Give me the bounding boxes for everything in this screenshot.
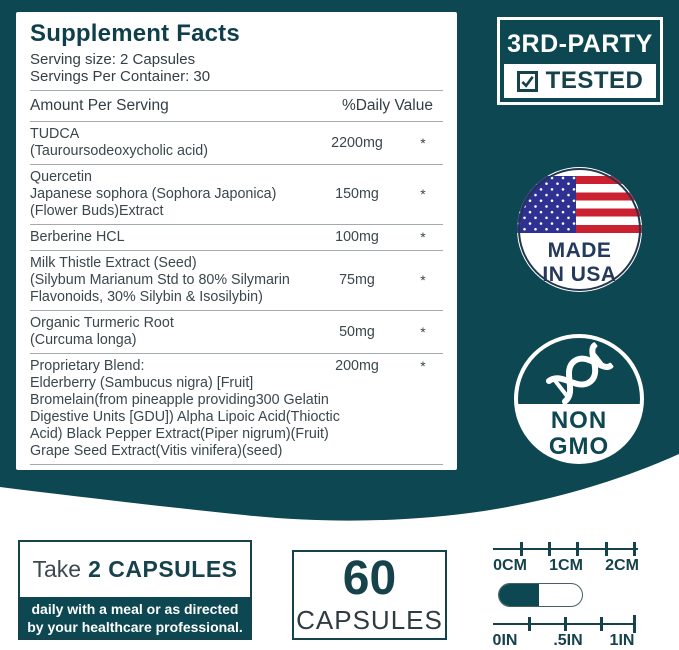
ingredient-amount: 50mg xyxy=(339,323,375,340)
dosage-box: Take 2 CAPSULES daily with a meal or as … xyxy=(18,540,252,640)
ingredient-row: Berberine HCL 100mg * xyxy=(30,224,443,250)
ingredient-name: Proprietary Blend: Elderberry (Sambucus … xyxy=(30,358,340,459)
serving-info: Serving size: 2 Capsules Servings Per Co… xyxy=(30,51,443,90)
ingredient-name: Milk Thistle Extract (Seed) (Silybum Mar… xyxy=(30,255,290,305)
non-gmo-top-half xyxy=(518,338,640,405)
dosage-directions: daily with a meal or as directed by your… xyxy=(20,597,250,638)
cm-ruler: 0CM 1CM 2CM xyxy=(490,540,666,576)
non-label: NON xyxy=(550,406,608,434)
flag-canton-stars xyxy=(517,176,576,233)
panel-title: Supplement Facts xyxy=(30,20,240,47)
capsule-count-unit: CAPSULES xyxy=(296,604,443,635)
ingredient-daily-value: * xyxy=(420,323,426,340)
inch-ruler: 0IN .5IN 1IN xyxy=(490,615,666,650)
supplement-facts-panel: Supplement Facts Serving size: 2 Capsule… xyxy=(16,12,457,470)
ruler-tick xyxy=(520,542,523,556)
cm-label-0: 0CM xyxy=(493,557,527,574)
ingredient-amount: 100mg xyxy=(335,229,379,245)
ingredient-daily-value: * xyxy=(420,186,426,202)
in-usa-label: IN USA xyxy=(542,263,617,286)
ruler-line xyxy=(493,548,638,551)
dosage-prefix: Take xyxy=(32,556,82,582)
made-label: MADE xyxy=(547,239,612,262)
ingredient-name: Organic Turmeric Root (Curcuma longa) xyxy=(30,315,174,348)
in-label-1: 1IN xyxy=(609,632,635,649)
checked-checkbox-icon xyxy=(516,70,538,92)
ruler-tick xyxy=(633,542,636,556)
column-headers: Amount Per Serving %Daily Value xyxy=(30,90,443,121)
cm-label-1: 1CM xyxy=(549,557,583,574)
serving-size: Serving size: 2 Capsules xyxy=(30,51,196,68)
ruler-tick xyxy=(528,617,531,631)
ingredient-name: TUDCA (Tauroursodeoxycholic acid) xyxy=(30,126,208,159)
ingredient-amount: 2200mg xyxy=(331,134,383,151)
ingredient-rows: TUDCA (Tauroursodeoxycholic acid) 2200mg… xyxy=(30,121,443,464)
non-gmo-badge: NON GMO xyxy=(514,334,644,464)
made-in-usa-label: MADE IN USA xyxy=(517,239,642,287)
capsule-fill-half xyxy=(499,584,539,606)
ruler-tick xyxy=(600,617,603,631)
ingredient-row: Organic Turmeric Root (Curcuma longa) 50… xyxy=(30,310,443,353)
ingredient-amount: 200mg xyxy=(335,358,379,374)
capsule-count-box: 60 CAPSULES xyxy=(292,550,447,640)
column-header-amount: Amount Per Serving xyxy=(30,97,169,114)
dosage-headline: Take 2 CAPSULES xyxy=(20,542,250,597)
footnote: Daily Values not established. Daily Valu… xyxy=(30,464,443,470)
tested-label: TESTED xyxy=(545,67,644,94)
ingredient-row: Quercetin Japanese sophora (Sophora Japo… xyxy=(30,164,443,224)
flag-stripes xyxy=(575,176,642,233)
ingredient-name: Berberine HCL xyxy=(30,229,125,245)
capsule-count-number: 60 xyxy=(342,551,397,605)
ruler-tick xyxy=(548,542,551,556)
ingredient-row: Proprietary Blend: Elderberry (Sambucus … xyxy=(30,353,443,464)
dosage-amount: 2 CAPSULES xyxy=(88,556,238,582)
check-icon xyxy=(521,75,534,88)
ingredient-amount: 150mg xyxy=(335,186,379,202)
ingredient-row: Milk Thistle Extract (Seed) (Silybum Mar… xyxy=(30,250,443,310)
ingredient-daily-value: * xyxy=(420,134,426,151)
made-in-usa-badge: MADE IN USA xyxy=(517,167,642,292)
us-flag-icon xyxy=(517,176,642,233)
in-label-0: 0IN xyxy=(492,632,518,649)
ruler-tick xyxy=(576,542,579,556)
third-party-label: 3RD-PARTY xyxy=(507,29,653,58)
ingredient-name: Quercetin Japanese sophora (Sophora Japo… xyxy=(30,169,277,219)
column-header-daily-value: %Daily Value xyxy=(341,97,433,114)
tested-row: TESTED xyxy=(504,64,656,98)
ingredient-daily-value: * xyxy=(420,272,426,288)
ingredient-daily-value: * xyxy=(420,358,426,374)
servings-per-container: Servings Per Container: 30 xyxy=(30,68,211,85)
gmo-label: GMO xyxy=(548,432,610,460)
half-filled-capsule-icon xyxy=(498,583,583,607)
ingredient-daily-value: * xyxy=(420,229,426,245)
ingredient-amount: 75mg xyxy=(339,272,375,288)
ruler-tick xyxy=(605,542,608,556)
dna-helix-icon xyxy=(545,342,614,405)
third-party-tested-badge: 3RD-PARTY TESTED xyxy=(497,17,663,105)
ruler-tick xyxy=(633,615,636,633)
ruler-tick xyxy=(564,617,567,631)
in-label-half: .5IN xyxy=(553,632,583,649)
cm-label-2: 2CM xyxy=(605,557,639,574)
ingredient-row: TUDCA (Tauroursodeoxycholic acid) 2200mg… xyxy=(30,121,443,164)
non-gmo-label: NON GMO xyxy=(518,406,640,460)
